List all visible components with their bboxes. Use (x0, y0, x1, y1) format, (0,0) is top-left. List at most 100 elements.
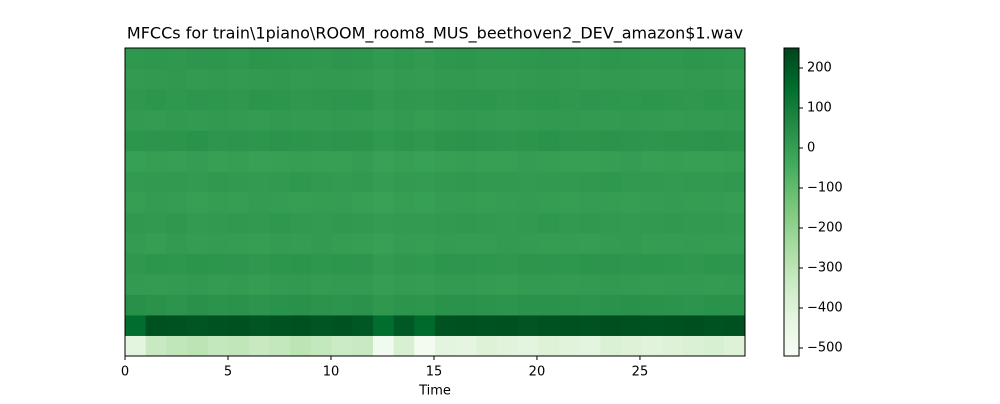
heatmap-cell (600, 314, 622, 336)
heatmap (125, 48, 746, 357)
heatmap-cell (352, 191, 374, 213)
heatmap-cell (207, 171, 229, 193)
heatmap-cell (145, 314, 167, 336)
heatmap-cell (187, 335, 209, 357)
heatmap-cell (579, 130, 601, 152)
heatmap-cell (455, 273, 477, 295)
heatmap-cell (703, 294, 725, 316)
heatmap-cell (269, 294, 291, 316)
heatmap-cell (207, 68, 229, 90)
heatmap-cell (476, 109, 498, 131)
heatmap-cell (435, 130, 457, 152)
heatmap-cell (145, 68, 167, 90)
heatmap-cell (166, 68, 188, 90)
heatmap-cell (125, 294, 147, 316)
heatmap-cell (269, 68, 291, 90)
heatmap-cell (249, 68, 271, 90)
heatmap-cell (269, 335, 291, 357)
heatmap-cell (538, 335, 560, 357)
heatmap-cell (228, 232, 250, 254)
heatmap-cell (455, 294, 477, 316)
heatmap-cell (538, 89, 560, 111)
heatmap-cell (538, 314, 560, 336)
heatmap-cell (435, 109, 457, 131)
heatmap-cell (414, 253, 436, 275)
heatmap-cell (703, 48, 725, 70)
heatmap-cell (621, 171, 643, 193)
heatmap-cell (497, 130, 519, 152)
heatmap-cell (641, 335, 663, 357)
heatmap-cell (621, 68, 643, 90)
heatmap-cell (641, 48, 663, 70)
heatmap-cell (187, 130, 209, 152)
heatmap-cell (393, 130, 415, 152)
heatmap-cell (600, 109, 622, 131)
heatmap-cell (228, 191, 250, 213)
heatmap-cell (352, 232, 374, 254)
heatmap-cell (455, 109, 477, 131)
heatmap-cell (373, 150, 395, 172)
colorbar-tick-label: 0 (807, 141, 815, 156)
heatmap-cell (662, 294, 684, 316)
heatmap-cell (352, 89, 374, 111)
heatmap-cell (187, 314, 209, 336)
heatmap-cell (393, 273, 415, 295)
heatmap-cell (249, 314, 271, 336)
heatmap-cell (641, 294, 663, 316)
heatmap-cell (641, 253, 663, 275)
heatmap-cell (497, 212, 519, 234)
heatmap-cell (497, 273, 519, 295)
heatmap-cell (373, 89, 395, 111)
heatmap-cell (290, 314, 312, 336)
heatmap-cell (538, 212, 560, 234)
heatmap-cell (228, 89, 250, 111)
heatmap-cell (517, 48, 539, 70)
heatmap-cell (435, 335, 457, 357)
heatmap-cell (724, 150, 746, 172)
heatmap-cell (724, 68, 746, 90)
heatmap-cell (497, 232, 519, 254)
heatmap-cell (724, 294, 746, 316)
heatmap-cell (621, 130, 643, 152)
x-axis-label: Time (418, 384, 451, 399)
heatmap-cell (331, 212, 353, 234)
heatmap-cell (641, 171, 663, 193)
heatmap-cell (517, 68, 539, 90)
heatmap-cell (662, 48, 684, 70)
heatmap-cell (435, 89, 457, 111)
heatmap-cell (269, 253, 291, 275)
heatmap-cell (187, 109, 209, 131)
heatmap-cell (455, 212, 477, 234)
heatmap-cell (249, 294, 271, 316)
heatmap-cell (311, 191, 333, 213)
heatmap-cell (166, 48, 188, 70)
heatmap-cell (641, 314, 663, 336)
heatmap-cell (145, 48, 167, 70)
heatmap-cell (352, 171, 374, 193)
heatmap-cell (476, 335, 498, 357)
heatmap-cell (559, 294, 581, 316)
heatmap-cell (373, 314, 395, 336)
heatmap-cell (373, 212, 395, 234)
heatmap-cell (311, 294, 333, 316)
heatmap-cell (724, 89, 746, 111)
heatmap-cell (559, 68, 581, 90)
heatmap-cell (311, 150, 333, 172)
heatmap-cell (538, 150, 560, 172)
heatmap-cell (559, 48, 581, 70)
heatmap-cell (476, 212, 498, 234)
heatmap-cell (455, 314, 477, 336)
heatmap-cell (228, 335, 250, 357)
heatmap-cell (311, 253, 333, 275)
heatmap-cell (249, 232, 271, 254)
heatmap-cell (290, 171, 312, 193)
heatmap-cell (187, 68, 209, 90)
heatmap-cell (517, 232, 539, 254)
heatmap-cell (621, 109, 643, 131)
heatmap-cell (373, 130, 395, 152)
heatmap-cell (559, 212, 581, 234)
heatmap-cell (414, 314, 436, 336)
heatmap-cell (683, 314, 705, 336)
heatmap-cell (579, 48, 601, 70)
heatmap-cell (269, 314, 291, 336)
